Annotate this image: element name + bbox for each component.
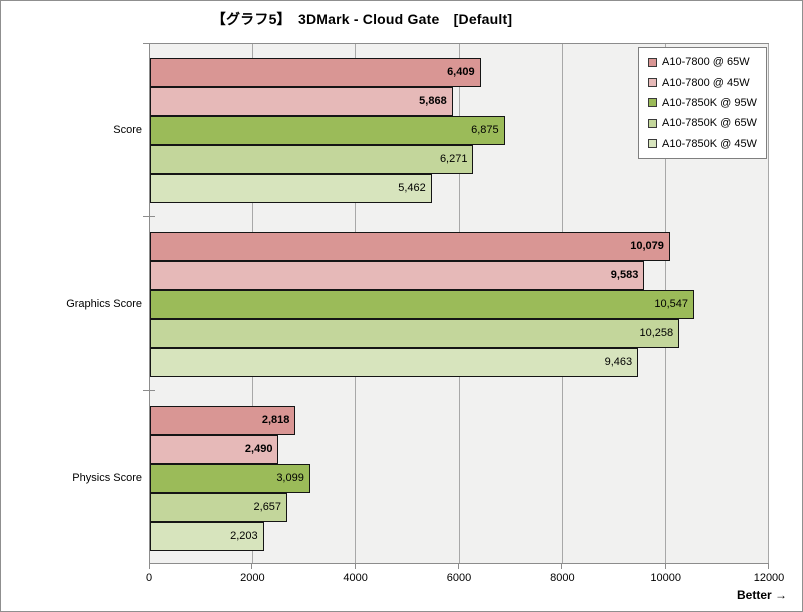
chart-title: 【グラフ5】 3DMark - Cloud Gate [Default] bbox=[211, 11, 513, 27]
bar: 10,547 bbox=[150, 290, 695, 319]
bar: 3,099 bbox=[150, 464, 310, 493]
category-axis: Score Graphics Score Physics Score bbox=[1, 43, 142, 564]
bar: 2,490 bbox=[150, 435, 279, 464]
legend-item: A10-7800 @ 65W bbox=[648, 52, 766, 72]
legend-label: A10-7850K @ 45W bbox=[662, 137, 757, 150]
legend-item: A10-7800 @ 45W bbox=[648, 73, 766, 93]
bar: 6,875 bbox=[150, 116, 505, 145]
bar-value-label: 9,583 bbox=[610, 269, 639, 281]
x-axis-tick bbox=[251, 564, 253, 569]
category-axis-tick bbox=[143, 390, 155, 391]
x-axis-ticks bbox=[149, 564, 769, 569]
bar-value-label: 6,271 bbox=[439, 153, 468, 165]
category-axis-tick bbox=[143, 43, 149, 44]
legend-item: A10-7850K @ 65W bbox=[648, 113, 766, 133]
bar-value-label: 2,203 bbox=[230, 530, 258, 542]
x-axis-tick bbox=[354, 564, 356, 569]
x-axis-tick-label: 2000 bbox=[240, 572, 265, 584]
bar-value-label: 10,547 bbox=[654, 298, 689, 310]
legend-label: A10-7800 @ 45W bbox=[662, 76, 750, 89]
bar: 5,868 bbox=[150, 87, 453, 116]
x-axis-tick bbox=[458, 564, 459, 569]
bar-value-label: 9,463 bbox=[604, 356, 633, 368]
bar-value-label: 2,818 bbox=[261, 414, 290, 426]
bar-value-label: 6,875 bbox=[471, 124, 499, 136]
bar-value-label: 5,868 bbox=[419, 95, 447, 107]
x-axis-tick-label: 8000 bbox=[550, 572, 575, 584]
bar-group-graphics-score: 10,079 9,583 10,547 10,258 9,463 bbox=[150, 232, 769, 377]
bar: 2,203 bbox=[150, 522, 264, 551]
legend-label: A10-7800 @ 65W bbox=[662, 56, 750, 69]
bar: 2,657 bbox=[150, 493, 288, 522]
x-axis-tick bbox=[664, 564, 666, 569]
x-axis-tick bbox=[561, 564, 563, 569]
bar-value-label: 10,079 bbox=[630, 240, 664, 252]
x-axis-tick bbox=[768, 564, 769, 569]
legend-item: A10-7850K @ 95W bbox=[648, 93, 766, 113]
bar-group-physics-score: 2,818 2,490 3,099 2,657 2,203 bbox=[150, 406, 769, 551]
bar-value-label: 6,409 bbox=[447, 66, 475, 78]
category-label: Score bbox=[113, 123, 142, 136]
legend-swatch bbox=[648, 57, 657, 67]
category-label: Physics Score bbox=[72, 471, 142, 484]
legend-label: A10-7850K @ 95W bbox=[662, 96, 757, 109]
x-axis-tick-label: 6000 bbox=[446, 572, 472, 584]
legend-label: A10-7850K @ 65W bbox=[662, 117, 757, 130]
category-label: Graphics Score bbox=[66, 297, 142, 310]
bar: 6,271 bbox=[150, 145, 474, 174]
x-axis-tick-label: 4000 bbox=[343, 572, 368, 584]
x-axis-tick-label: 0 bbox=[145, 572, 153, 584]
legend-item: A10-7850K @ 45W bbox=[648, 134, 766, 154]
legend-swatch bbox=[648, 78, 657, 88]
legend-swatch bbox=[648, 98, 657, 108]
bar-value-label: 10,258 bbox=[639, 327, 674, 339]
bar-value-label: 5,462 bbox=[398, 182, 426, 194]
x-axis-labels: 0 2000 4000 6000 8000 10000 12000 bbox=[145, 572, 784, 586]
legend: A10-7800 @ 65W A10-7800 @ 45W A10-7850K @ … bbox=[638, 47, 767, 159]
better-note: Better → bbox=[736, 588, 787, 602]
x-axis-tick-label: 12000 bbox=[753, 572, 785, 584]
legend-swatch bbox=[648, 139, 657, 149]
gridline bbox=[768, 44, 769, 563]
bar: 9,463 bbox=[150, 348, 639, 377]
bar-value-label: 2,490 bbox=[244, 443, 273, 455]
category-axis-tick bbox=[143, 216, 155, 217]
bar: 6,409 bbox=[150, 58, 481, 87]
bar: 5,462 bbox=[150, 174, 432, 203]
bar: 10,079 bbox=[150, 232, 670, 261]
bar: 10,258 bbox=[150, 319, 680, 348]
bar-value-label: 3,099 bbox=[276, 472, 304, 484]
x-axis-tick-label: 10000 bbox=[650, 572, 681, 584]
bar: 9,583 bbox=[150, 261, 645, 290]
bar-value-label: 2,657 bbox=[253, 501, 282, 513]
x-axis-tick bbox=[149, 564, 150, 569]
legend-swatch bbox=[648, 118, 657, 128]
bar-group-score: 6,409 5,868 6,875 6,271 5,462 bbox=[150, 58, 769, 203]
bar: 2,818 bbox=[150, 406, 296, 435]
